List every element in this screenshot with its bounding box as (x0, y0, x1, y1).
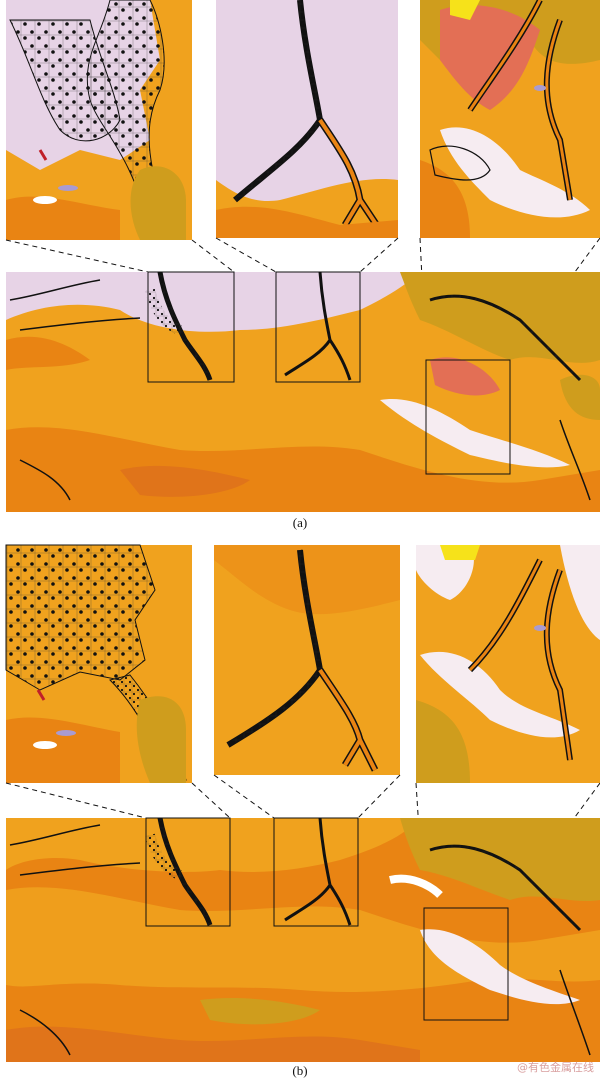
panel-b-main-map (6, 817, 600, 1062)
watermark: @有色金属在线 (517, 1061, 594, 1074)
panel-a-main-map (6, 271, 600, 512)
panel-a-inset-right (420, 0, 600, 238)
panel-a-inset-middle (216, 0, 398, 238)
panel-b-inset-right (416, 545, 600, 783)
panel-a-inset-left (6, 0, 192, 240)
panel-b-inset-middle (214, 545, 400, 775)
panel-b-label: (b) (292, 1063, 308, 1078)
panel-b-inset-left (5, 544, 192, 783)
panel-a-label: (a) (292, 515, 308, 530)
